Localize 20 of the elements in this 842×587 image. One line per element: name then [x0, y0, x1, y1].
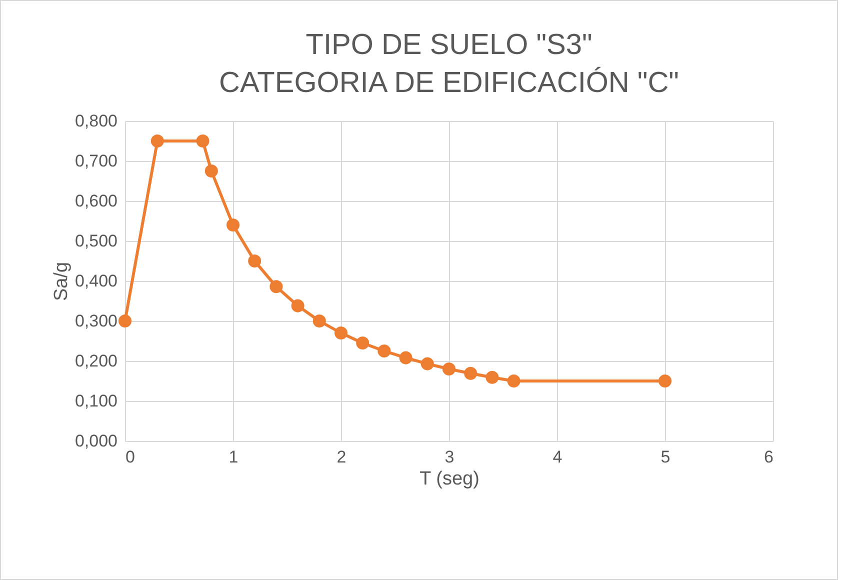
x-tick-label: 0 — [126, 448, 135, 466]
y-tick-label: 0,700 — [74, 152, 118, 170]
x-axis-title: T (seg) — [420, 468, 480, 490]
text: CATEGORIA DE EDIFICACIÓN "C" — [219, 67, 679, 99]
y-tick-label: 0,600 — [74, 192, 118, 210]
x-tick-label: 6 — [764, 448, 774, 466]
y-tick-label: 0,300 — [74, 312, 118, 330]
y-tick-label: 0,400 — [74, 272, 118, 290]
x-tick-label: 2 — [336, 448, 346, 466]
x-tick-label: 4 — [552, 448, 562, 466]
x-tick-label: 3 — [444, 448, 454, 466]
y-tick-label: 0,500 — [74, 232, 118, 250]
y-tick-label: 0,100 — [74, 392, 118, 410]
text: TIPO DE SUELO "S3" — [306, 29, 592, 61]
y-tick-label: 0,800 — [74, 112, 118, 130]
y-tick-label: 0,200 — [74, 352, 118, 370]
y-axis-title: Sa/g — [50, 262, 72, 302]
x-tick-label: 1 — [228, 448, 238, 466]
y-tick-label: 0,000 — [74, 432, 118, 450]
x-tick-label: 5 — [660, 448, 670, 466]
